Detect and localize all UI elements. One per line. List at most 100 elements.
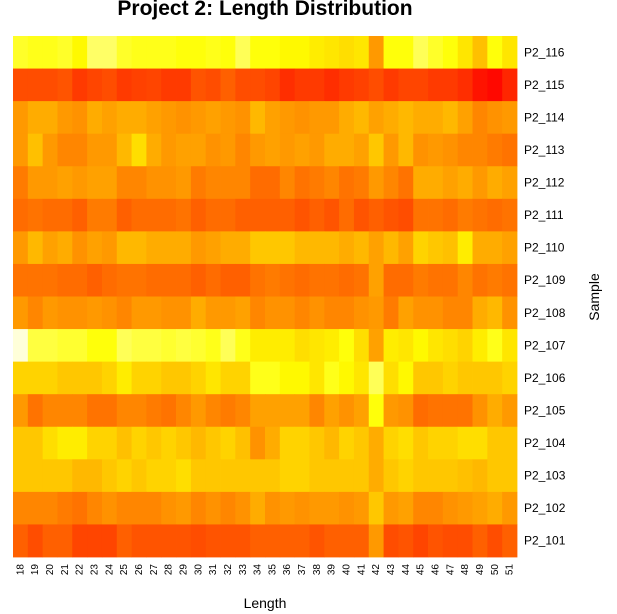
heatmap-cell	[220, 133, 236, 167]
heatmap-cell	[339, 361, 355, 395]
heatmap-cell	[131, 426, 147, 460]
heatmap-cell	[368, 361, 384, 395]
heatmap-cell	[72, 231, 88, 265]
heatmap-cell	[279, 329, 296, 363]
heatmap-cell	[353, 133, 370, 167]
heatmap-cell	[176, 36, 192, 69]
heatmap-cell	[472, 198, 488, 232]
heatmap-cell	[235, 296, 251, 330]
heatmap-cell	[220, 491, 236, 525]
heatmap-cell	[398, 36, 414, 69]
heatmap-cell	[457, 426, 473, 460]
heatmap-cell	[472, 296, 488, 330]
heatmap-cell	[220, 68, 236, 102]
heatmap-cell	[368, 101, 384, 135]
heatmap-cell	[294, 394, 310, 428]
heatmap-cell	[279, 263, 296, 297]
heatmap-cell	[324, 263, 340, 297]
heatmap-cell	[265, 68, 281, 102]
heatmap-cell	[87, 394, 103, 428]
heatmap-cell	[72, 296, 88, 330]
heatmap-cell	[265, 36, 281, 69]
heatmap-cell	[368, 133, 384, 167]
heatmap-cell	[339, 166, 355, 200]
column-tick-label: 25	[119, 564, 130, 576]
heatmap-cell	[101, 459, 118, 493]
heatmap-cell	[27, 133, 44, 167]
row-tick-label: P2_116	[524, 45, 565, 59]
heatmap-cell	[161, 166, 177, 200]
heatmap-cell	[294, 491, 310, 525]
heatmap-cell	[309, 329, 325, 363]
heatmap-cell	[309, 263, 325, 297]
heatmap-cell	[131, 101, 147, 135]
heatmap-cell	[309, 524, 325, 558]
heatmap-cell	[101, 394, 118, 428]
heatmap-cell	[87, 524, 103, 558]
heatmap-cell	[353, 36, 370, 69]
row-tick-label: P2_101	[524, 534, 566, 548]
heatmap-cell	[176, 361, 192, 395]
heatmap-cell	[324, 68, 340, 102]
heatmap-cell	[13, 36, 29, 69]
column-tick-label: 36	[282, 564, 293, 576]
heatmap-cell	[265, 459, 281, 493]
heatmap-cell	[101, 263, 118, 297]
heatmap-cell	[324, 459, 340, 493]
heatmap-cell	[294, 361, 310, 395]
heatmap-cell	[413, 524, 429, 558]
heatmap-cell	[13, 524, 29, 558]
heatmap-cell	[13, 101, 29, 135]
heatmap-cell	[27, 231, 44, 265]
heatmap-cell	[42, 361, 58, 395]
heatmap-cell	[383, 36, 399, 69]
heatmap-cell	[442, 101, 459, 135]
heatmap-cell	[472, 101, 488, 135]
heatmap-cell	[42, 231, 58, 265]
heatmap-cell	[176, 133, 192, 167]
heatmap-cell	[309, 36, 325, 69]
heatmap-cell	[442, 36, 459, 69]
heatmap-cell	[87, 361, 103, 395]
heatmap-cell	[42, 101, 58, 135]
heatmap-cell	[442, 361, 459, 395]
heatmap-cell	[309, 296, 325, 330]
heatmap-cell	[398, 198, 414, 232]
heatmap-cell	[146, 231, 162, 265]
column-tick-label: 22	[75, 564, 86, 576]
heatmap-cell	[383, 491, 399, 525]
heatmap-cell	[220, 361, 236, 395]
heatmap-cell	[13, 166, 29, 200]
heatmap-cell	[502, 231, 518, 265]
heatmap-cell	[13, 459, 29, 493]
heatmap-cell	[487, 459, 503, 493]
heatmap-cell	[472, 231, 488, 265]
heatmap-cell	[413, 491, 429, 525]
heatmap-cell	[294, 68, 310, 102]
heatmap-cell	[413, 394, 429, 428]
heatmap-cell	[131, 524, 147, 558]
heatmap-cell	[265, 361, 281, 395]
heatmap-cell	[383, 101, 399, 135]
heatmap-cell	[353, 329, 370, 363]
heatmap-cell	[383, 198, 399, 232]
x-axis-label: Length	[244, 595, 287, 611]
heatmap-cell	[279, 491, 296, 525]
heatmap-cell	[87, 426, 103, 460]
row-tick-label: P2_111	[524, 208, 564, 222]
heatmap-cell	[413, 459, 429, 493]
heatmap-cell	[502, 426, 518, 460]
heatmap-cell	[339, 133, 355, 167]
heatmap-cell	[116, 231, 132, 265]
heatmap-cell	[487, 426, 503, 460]
heatmap-cell	[72, 263, 88, 297]
heatmap-cell	[57, 166, 73, 200]
heatmap-cell	[87, 166, 103, 200]
heatmap-cell	[309, 68, 325, 102]
heatmap-cell	[131, 133, 147, 167]
heatmap-cell	[279, 524, 296, 558]
heatmap-cell	[472, 459, 488, 493]
heatmap-cell	[190, 296, 207, 330]
heatmap-cell	[279, 36, 296, 69]
heatmap-cell	[176, 68, 192, 102]
